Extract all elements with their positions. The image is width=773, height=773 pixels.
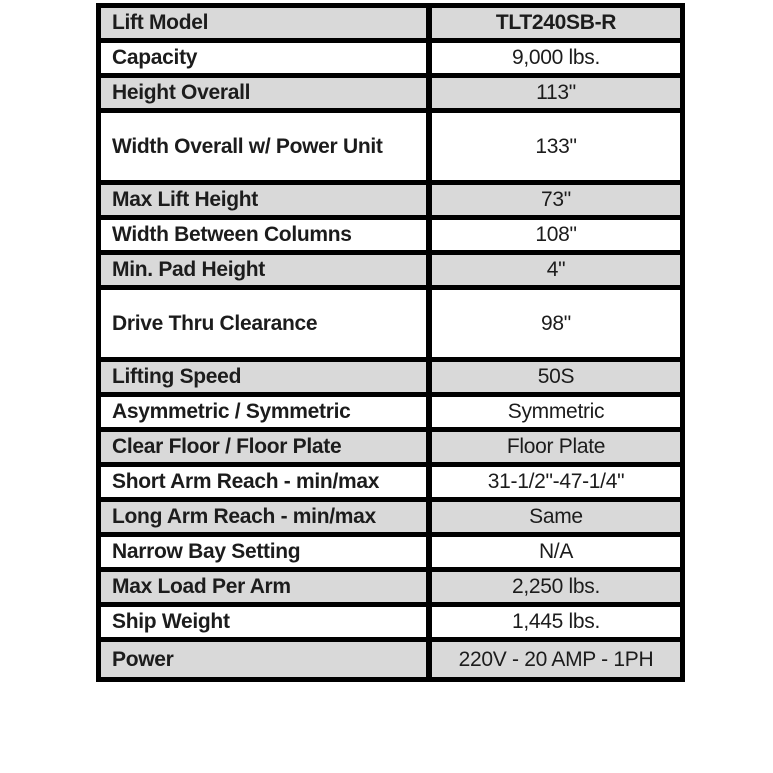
spec-value: Floor Plate xyxy=(506,435,606,458)
row-height-overall: Height Overall 113" xyxy=(101,78,680,113)
spec-value: 220V - 20 AMP - 1PH xyxy=(458,647,654,671)
spec-value: 31-1/2"-47-1/4" xyxy=(487,470,625,493)
spec-label: Width Between Columns xyxy=(101,220,432,250)
row-max-load-per-arm: Max Load Per Arm 2,250 lbs. xyxy=(101,572,680,607)
spec-label: Long Arm Reach - min/max xyxy=(101,502,432,532)
row-short-arm-reach: Short Arm Reach - min/max 31-1/2"-47-1/4… xyxy=(101,467,680,502)
spec-label: Max Load Per Arm xyxy=(101,572,432,602)
spec-value: Same xyxy=(529,505,583,528)
row-lift-model: Lift Model TLT240SB-R xyxy=(101,8,680,43)
row-long-arm-reach: Long Arm Reach - min/max Same xyxy=(101,502,680,537)
spec-value: 50S xyxy=(537,365,575,388)
row-lifting-speed: Lifting Speed 50S xyxy=(101,362,680,397)
spec-value: 133" xyxy=(535,134,577,158)
row-min-pad-height: Min. Pad Height 4" xyxy=(101,255,680,290)
row-drive-thru-clearance: Drive Thru Clearance 98" xyxy=(101,290,680,362)
row-capacity: Capacity 9,000 lbs. xyxy=(101,43,680,78)
spec-label: Height Overall xyxy=(101,78,432,108)
spec-label: Ship Weight xyxy=(101,607,432,637)
spec-value: 4" xyxy=(546,258,566,281)
spec-label: Short Arm Reach - min/max xyxy=(101,467,432,497)
row-narrow-bay-setting: Narrow Bay Setting N/A xyxy=(101,537,680,572)
spec-value: 73" xyxy=(541,188,571,211)
spec-label: Clear Floor / Floor Plate xyxy=(101,432,432,462)
spec-label: Lifting Speed xyxy=(101,362,432,392)
spec-label: Power xyxy=(101,642,432,677)
spec-label: Min. Pad Height xyxy=(101,255,432,285)
spec-value: 9,000 lbs. xyxy=(511,46,601,69)
spec-value: TLT240SB-R xyxy=(495,11,617,34)
row-width-overall: Width Overall w/ Power Unit 133" xyxy=(101,113,680,185)
spec-value: 2,250 lbs. xyxy=(511,575,601,598)
spec-label: Asymmetric / Symmetric xyxy=(101,397,432,427)
spec-value: 108" xyxy=(535,223,577,246)
spec-value: 113" xyxy=(536,81,576,104)
spec-label: Narrow Bay Setting xyxy=(101,537,432,567)
spec-value: 98" xyxy=(541,311,571,335)
spec-label: Max Lift Height xyxy=(101,185,432,215)
spec-value: 1,445 lbs. xyxy=(511,610,601,633)
row-width-between-columns: Width Between Columns 108" xyxy=(101,220,680,255)
spec-label: Width Overall w/ Power Unit xyxy=(101,113,432,180)
row-asymmetric-symmetric: Asymmetric / Symmetric Symmetric xyxy=(101,397,680,432)
row-clear-floor-floor-plate: Clear Floor / Floor Plate Floor Plate xyxy=(101,432,680,467)
spec-label: Drive Thru Clearance xyxy=(101,290,432,357)
spec-label: Lift Model xyxy=(101,8,432,38)
row-ship-weight: Ship Weight 1,445 lbs. xyxy=(101,607,680,642)
spec-label: Capacity xyxy=(101,43,432,73)
row-max-lift-height: Max Lift Height 73" xyxy=(101,185,680,220)
spec-value: N/A xyxy=(538,540,574,563)
spec-table: Lift Model TLT240SB-R Capacity 9,000 lbs… xyxy=(96,3,685,682)
row-power: Power 220V - 20 AMP - 1PH xyxy=(101,642,680,677)
spec-value: Symmetric xyxy=(507,400,605,423)
